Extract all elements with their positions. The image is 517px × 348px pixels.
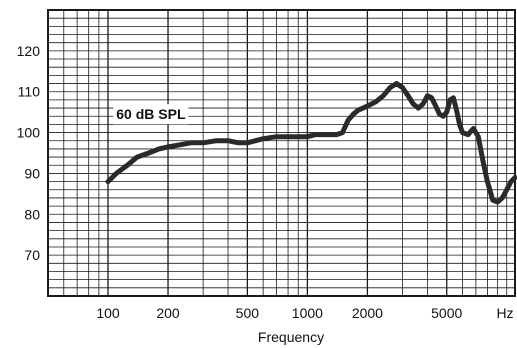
series-group — [105, 81, 517, 205]
x-tick-label: 2000 — [352, 305, 383, 321]
y-tick-label: 110 — [18, 84, 41, 100]
x-tick-label: 500 — [236, 305, 260, 321]
y-tick-label: 120 — [17, 43, 41, 59]
plot-frame — [47, 9, 516, 297]
y-tick-label: 90 — [24, 165, 40, 181]
y-tick-labels: 70 80 90 100 110 120 — [17, 43, 41, 263]
x-unit-label: Hz — [496, 305, 513, 321]
y-tick-label: 70 — [24, 247, 40, 263]
y-tick-label: 80 — [24, 206, 40, 222]
annotation-label: 60 dB SPL — [116, 106, 186, 122]
x-tick-label: 100 — [96, 305, 120, 321]
x-tick-label: 200 — [156, 305, 180, 321]
x-tick-label: 1000 — [292, 305, 323, 321]
x-tick-label: 5000 — [431, 305, 462, 321]
y-tick-label: 100 — [17, 125, 41, 141]
chart-grid — [47, 9, 516, 297]
series-line — [105, 81, 517, 205]
x-axis-label: Frequency — [258, 329, 324, 345]
x-tick-labels: 100 200 500 1000 2000 5000 — [96, 305, 462, 321]
annotation-background — [113, 104, 189, 125]
